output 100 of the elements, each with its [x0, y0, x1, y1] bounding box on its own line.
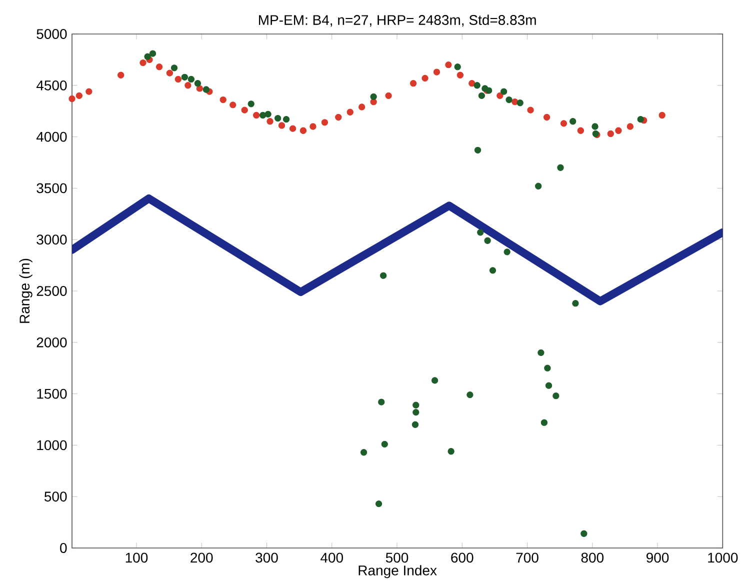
point	[500, 88, 508, 95]
point	[540, 419, 548, 426]
point	[572, 300, 579, 307]
point	[543, 114, 550, 121]
point	[454, 64, 461, 70]
point	[410, 80, 417, 87]
point	[346, 108, 354, 116]
point	[174, 76, 182, 83]
y-tick-label: 0	[60, 543, 67, 553]
point	[358, 104, 366, 110]
y-tick-label: 4500	[36, 80, 67, 90]
point	[156, 64, 163, 70]
chart-title: MP-EM: B4, n=27, HRP= 2483m, Std=8.83m	[259, 14, 536, 27]
point	[637, 116, 644, 123]
point	[194, 80, 202, 87]
x-tick-label: 300	[256, 552, 278, 563]
point	[260, 112, 266, 119]
point	[474, 82, 480, 89]
point	[535, 182, 542, 190]
point	[557, 164, 564, 171]
point	[512, 98, 518, 106]
y-tick-label: 4000	[36, 132, 67, 142]
point	[220, 96, 226, 104]
point	[412, 408, 420, 416]
point	[516, 100, 524, 106]
point	[592, 123, 598, 130]
x-tick-label: 900	[646, 552, 669, 563]
point	[456, 72, 464, 78]
point	[149, 50, 156, 57]
y-axis-title: Range (m)	[19, 258, 32, 323]
point	[370, 93, 377, 100]
point	[538, 349, 544, 356]
point	[544, 364, 551, 372]
point	[170, 64, 178, 72]
point	[580, 530, 588, 537]
point	[202, 86, 210, 93]
point	[385, 92, 392, 100]
y-tick-label: 1500	[37, 388, 67, 399]
point	[478, 92, 486, 100]
point	[248, 100, 254, 108]
x-tick-label: 600	[451, 552, 474, 563]
point	[278, 122, 286, 129]
point	[504, 248, 510, 256]
point	[477, 229, 484, 236]
x-tick-label: 500	[386, 552, 408, 563]
point	[76, 92, 82, 100]
point	[433, 68, 440, 76]
point	[506, 96, 512, 104]
point	[496, 92, 504, 100]
y-tick-label: 2000	[36, 337, 67, 348]
y-tick-label: 2500	[36, 286, 67, 296]
x-tick-label: 400	[320, 552, 343, 563]
point	[378, 398, 385, 406]
point	[230, 102, 236, 108]
point	[545, 382, 552, 389]
point	[626, 123, 634, 130]
point	[577, 127, 584, 134]
point	[181, 74, 188, 81]
point	[431, 377, 438, 384]
point	[466, 391, 474, 398]
x-tick-label: 100	[126, 552, 148, 563]
point	[68, 95, 76, 102]
point	[166, 70, 174, 76]
point	[560, 120, 568, 127]
point	[422, 74, 428, 82]
point	[144, 53, 151, 60]
point	[552, 392, 560, 400]
x-tick-label: 200	[190, 552, 213, 563]
point	[264, 110, 272, 118]
y-tick-label: 3500	[36, 183, 67, 194]
point	[241, 106, 248, 114]
point	[448, 448, 454, 455]
point	[196, 85, 203, 92]
point	[274, 114, 282, 122]
point	[118, 72, 124, 78]
point	[412, 421, 419, 428]
point	[607, 130, 614, 138]
point	[412, 402, 420, 408]
point	[381, 440, 388, 448]
point	[289, 125, 296, 132]
x-axis-title: Range Index	[358, 565, 437, 578]
point	[300, 127, 307, 134]
point	[489, 267, 496, 274]
point	[266, 118, 274, 125]
point	[527, 106, 534, 114]
point	[310, 123, 316, 130]
x-tick-label: 1000	[708, 552, 738, 563]
point	[282, 116, 290, 123]
point	[188, 76, 195, 83]
point	[184, 82, 192, 89]
point	[375, 500, 382, 508]
point	[252, 112, 260, 119]
point	[380, 272, 387, 279]
y-tick-label: 3000	[36, 234, 67, 245]
x-tick-label: 800	[581, 552, 604, 563]
point	[335, 114, 342, 121]
point	[445, 62, 452, 68]
point	[474, 146, 482, 154]
point	[468, 80, 476, 87]
point	[321, 119, 328, 126]
